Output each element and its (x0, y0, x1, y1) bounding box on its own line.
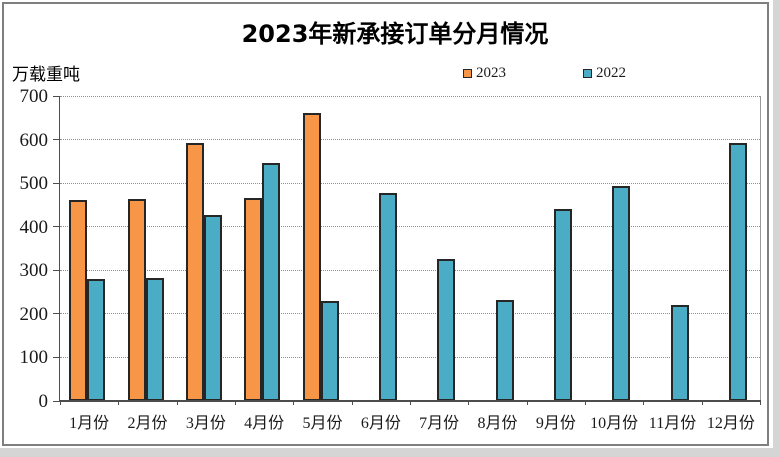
x-axis-label: 10月份 (590, 415, 639, 432)
y-axis-label: 700 (19, 86, 49, 107)
bar-2022-12月份 (728, 143, 747, 401)
bar-2022-11月份 (670, 305, 689, 401)
y-axis-label: 600 (19, 129, 49, 151)
y-axis-tick (53, 95, 60, 97)
bar-2022-4月份 (262, 163, 281, 401)
x-axis-tick (643, 401, 645, 405)
bar-2022-9月份 (553, 209, 572, 401)
x-axis-label: 9月份 (535, 415, 576, 432)
y-axis-tick (53, 269, 60, 271)
bar-2022-7月份 (437, 259, 456, 401)
y-axis-label: 500 (19, 173, 49, 195)
x-axis-tick (468, 401, 470, 405)
x-axis-tick (293, 401, 295, 405)
x-axis-label: 5月份 (302, 415, 343, 432)
x-axis-label: 6月份 (360, 415, 401, 432)
x-axis-tick (701, 401, 703, 405)
legend-item-2023: 2023 (463, 64, 506, 82)
x-axis-line (59, 400, 761, 402)
x-axis-tick (235, 401, 236, 405)
x-axis-label: 2月份 (127, 415, 168, 432)
legend-swatch-2023-icon (463, 68, 472, 78)
window-edge-bottom (0, 448, 779, 457)
plot-right-border (760, 96, 761, 401)
gridline (60, 313, 760, 315)
gridline (60, 182, 760, 184)
x-axis-tick (526, 401, 528, 405)
x-axis-tick (351, 401, 353, 405)
bar-2022-8月份 (495, 299, 514, 401)
y-axis-tick (53, 182, 60, 184)
x-axis-label: 12月份 (706, 415, 755, 432)
x-axis-label: 1月份 (69, 415, 110, 432)
bar-2023-4月份 (244, 197, 263, 401)
gridline (60, 356, 760, 358)
legend-item-2022: 2022 (583, 64, 626, 82)
bar-2023-3月份 (185, 142, 204, 401)
legend-label-2022: 2022 (596, 64, 626, 81)
x-axis-label: 11月份 (648, 415, 697, 432)
x-axis-tick (176, 401, 178, 405)
bar-2022-2月份 (145, 278, 164, 401)
y-axis-label: 200 (19, 303, 49, 325)
x-axis-tick (60, 401, 61, 405)
bar-2023-1月份 (69, 199, 88, 401)
y-axis-unit-label: 万载重吨 (12, 65, 80, 85)
chart-title: 2023年新承接订单分月情况 (241, 20, 549, 48)
x-axis-label: 7月份 (419, 415, 460, 432)
y-axis-tick (53, 400, 60, 402)
x-axis-tick (760, 401, 761, 405)
bar-2023-5月份 (302, 113, 321, 401)
x-axis-label: 8月份 (477, 415, 518, 432)
y-axis-label: 0 (38, 391, 49, 412)
y-axis-label: 300 (19, 260, 49, 282)
gridline (60, 269, 760, 271)
y-axis-tick (53, 226, 60, 228)
x-axis-tick (118, 401, 120, 405)
x-axis-tick (410, 401, 411, 405)
y-axis-tick (53, 313, 60, 315)
y-axis-label: 100 (19, 347, 49, 369)
x-axis-tick (585, 401, 586, 405)
legend-label-2023: 2023 (476, 64, 506, 81)
x-axis-label: 4月份 (244, 415, 285, 432)
bar-2022-1月份 (87, 278, 106, 401)
window-edge-right (773, 0, 779, 457)
bar-2022-6月份 (378, 193, 397, 401)
y-axis-line (59, 96, 60, 402)
y-axis-tick (53, 139, 60, 141)
gridline (60, 139, 760, 141)
bar-2022-10月份 (612, 185, 631, 401)
gridline (60, 226, 760, 228)
bar-2022-5月份 (320, 300, 339, 401)
gridline (60, 95, 760, 97)
y-axis-tick (53, 356, 60, 358)
bar-2022-3月份 (203, 214, 222, 401)
y-axis-label: 400 (19, 216, 49, 238)
x-axis-label: 3月份 (185, 415, 226, 432)
bar-2023-2月份 (127, 199, 146, 401)
legend-swatch-2022-icon (583, 68, 592, 78)
